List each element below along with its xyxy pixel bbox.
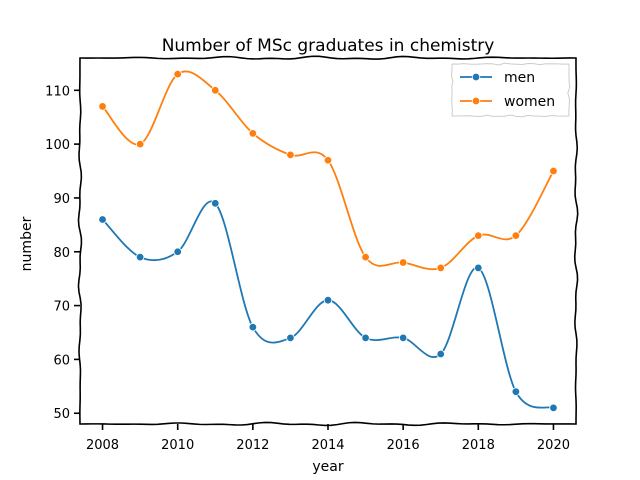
data-point-men: [323, 296, 333, 305]
axes-right-spine: [573, 57, 579, 425]
legend: men women: [450, 62, 571, 118]
data-point-women: [398, 258, 408, 267]
data-point-men: [286, 333, 295, 343]
data-point-men: [135, 252, 145, 262]
legend-frame: [450, 62, 571, 118]
x-tick-label: 2008: [86, 438, 119, 453]
chart-title: Number of MSc graduates in chemistry: [162, 36, 495, 56]
data-point-women: [511, 231, 521, 240]
data-point-women: [361, 252, 370, 262]
data-point-women: [98, 102, 107, 111]
data-point-men: [361, 333, 370, 343]
data-point-men: [98, 215, 107, 224]
data-point-women: [248, 129, 258, 138]
y-tick-label: 100: [45, 138, 70, 153]
data-point-men: [248, 322, 258, 332]
y-tick-label: 60: [53, 353, 70, 368]
axes-left-spine: [77, 57, 83, 425]
data-point-men: [549, 403, 558, 413]
data-point-women: [323, 156, 333, 165]
data-point-women: [211, 86, 220, 95]
x-tick-label: 2010: [161, 438, 194, 453]
plot-area: 2008 2010 2012 2014 2016 2018 2020 50 60 70 80 90 10…: [45, 55, 579, 453]
y-tick-label: 90: [53, 192, 70, 207]
legend-marker-women: [471, 96, 481, 106]
x-tick-label: 2012: [236, 438, 269, 453]
axes-top-spine: [79, 55, 577, 60]
data-point-men: [474, 263, 483, 273]
data-point-men: [511, 387, 521, 396]
data-point-women: [436, 263, 445, 273]
y-tick-label: 80: [53, 246, 70, 261]
y-tick-label: 50: [53, 407, 70, 422]
data-point-women: [286, 150, 295, 160]
data-point-women: [474, 231, 483, 240]
y-tick-label: 110: [45, 84, 70, 99]
data-point-women: [135, 139, 145, 149]
data-point-women: [173, 69, 182, 79]
data-point-men: [436, 349, 445, 359]
data-point-men: [173, 247, 182, 256]
legend-label-women: women: [504, 94, 555, 110]
series-line-men: [101, 200, 555, 409]
x-tick-label: 2014: [311, 438, 344, 453]
data-point-women: [549, 166, 558, 176]
x-tick-label: 2018: [462, 438, 495, 453]
legend-label-men: men: [504, 70, 535, 86]
legend-marker-men: [471, 72, 481, 82]
data-point-men: [211, 199, 220, 208]
x-tick-label: 2016: [387, 438, 420, 453]
y-axis-title: number: [19, 216, 35, 271]
x-axis-title: year: [312, 459, 343, 475]
y-tick-label: 70: [53, 300, 70, 315]
x-tick-label: 2020: [537, 438, 570, 453]
data-point-men: [398, 333, 408, 343]
